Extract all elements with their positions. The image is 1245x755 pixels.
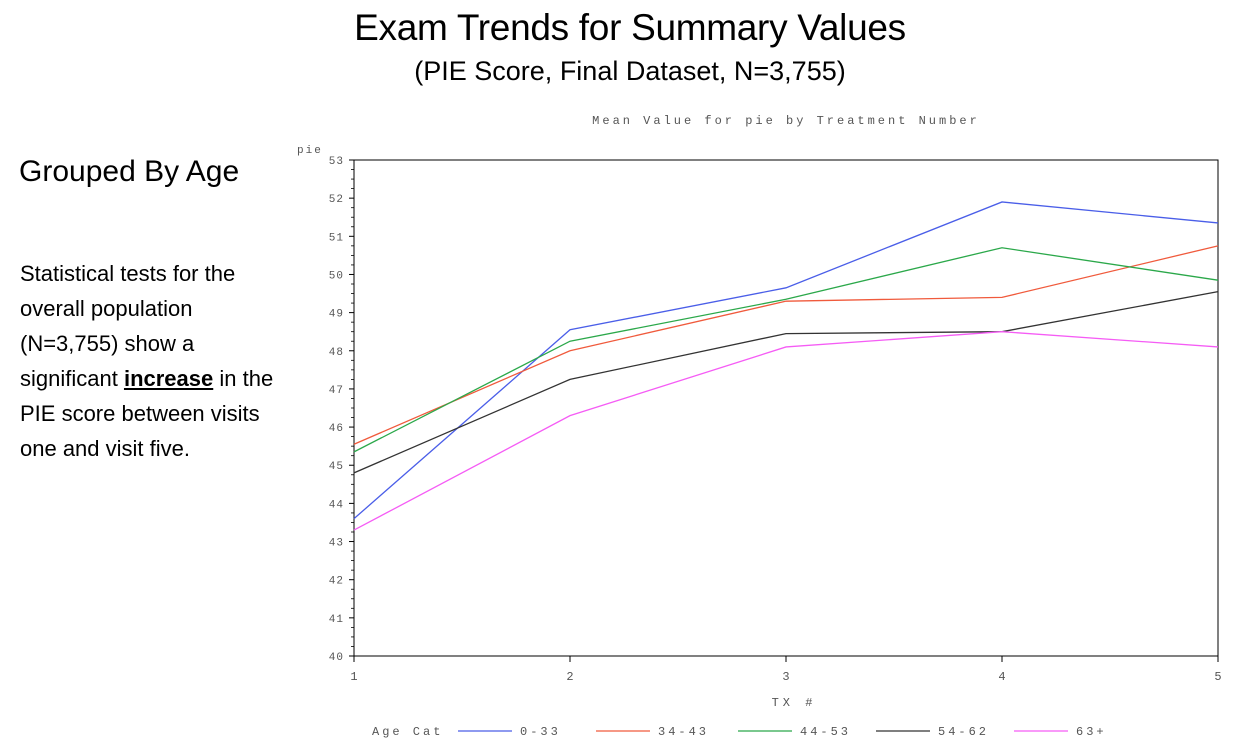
- y-tick-label: 41: [329, 614, 344, 626]
- y-tick-label: 52: [329, 194, 344, 206]
- y-tick-label: 48: [329, 347, 344, 359]
- y-axis-label: pie: [297, 145, 323, 157]
- x-axis-label: TX #: [772, 696, 817, 710]
- series-line-44-53: [353, 247, 1219, 453]
- legend-label: 34-43: [658, 725, 709, 739]
- y-tick-label: 45: [329, 461, 344, 473]
- legend-label: 63+: [1076, 725, 1107, 739]
- y-tick-label: 49: [329, 309, 344, 321]
- x-tick-label: 3: [782, 670, 789, 684]
- series-line-54-62: [353, 290, 1219, 474]
- y-tick-label: 47: [329, 385, 344, 397]
- legend-label: 54-62: [938, 725, 989, 739]
- series-line-34-43: [353, 245, 1219, 445]
- x-tick-label: 1: [350, 670, 357, 684]
- x-tick-label: 2: [566, 670, 573, 684]
- x-tick-label: 4: [998, 670, 1005, 684]
- legend-title: Age Cat: [372, 725, 443, 739]
- plot-frame: [353, 159, 1219, 657]
- slide-subtitle: (PIE Score, Final Dataset, N=3,755): [414, 56, 846, 86]
- y-tick-label: 50: [329, 270, 344, 282]
- side-text-emphasis: increase: [123, 366, 214, 391]
- side-text-before: Statistical tests for the overall popula…: [20, 261, 236, 391]
- slide-title: Exam Trends for Summary Values: [354, 7, 906, 48]
- side-description: Statistical tests for the overall popula…: [20, 256, 280, 466]
- series-line-0-33: [353, 201, 1219, 520]
- y-tick-label: 40: [329, 652, 344, 664]
- side-text-after: in the PIE score between visits one and …: [20, 366, 274, 461]
- legend-label: 44-53: [800, 725, 851, 739]
- y-tick-label: 44: [329, 499, 344, 511]
- x-tick-label: 5: [1214, 670, 1221, 684]
- y-tick-label: 51: [329, 232, 344, 244]
- chart-title: Mean Value for pie by Treatment Number: [592, 114, 980, 128]
- y-tick-label: 53: [329, 156, 344, 168]
- series-line-63+: [353, 331, 1219, 531]
- side-heading: Grouped By Age: [19, 155, 240, 188]
- y-tick-label: 46: [329, 423, 344, 435]
- y-tick-label: 43: [329, 538, 344, 550]
- legend-label: 0-33: [520, 725, 561, 739]
- y-tick-label: 42: [329, 576, 344, 588]
